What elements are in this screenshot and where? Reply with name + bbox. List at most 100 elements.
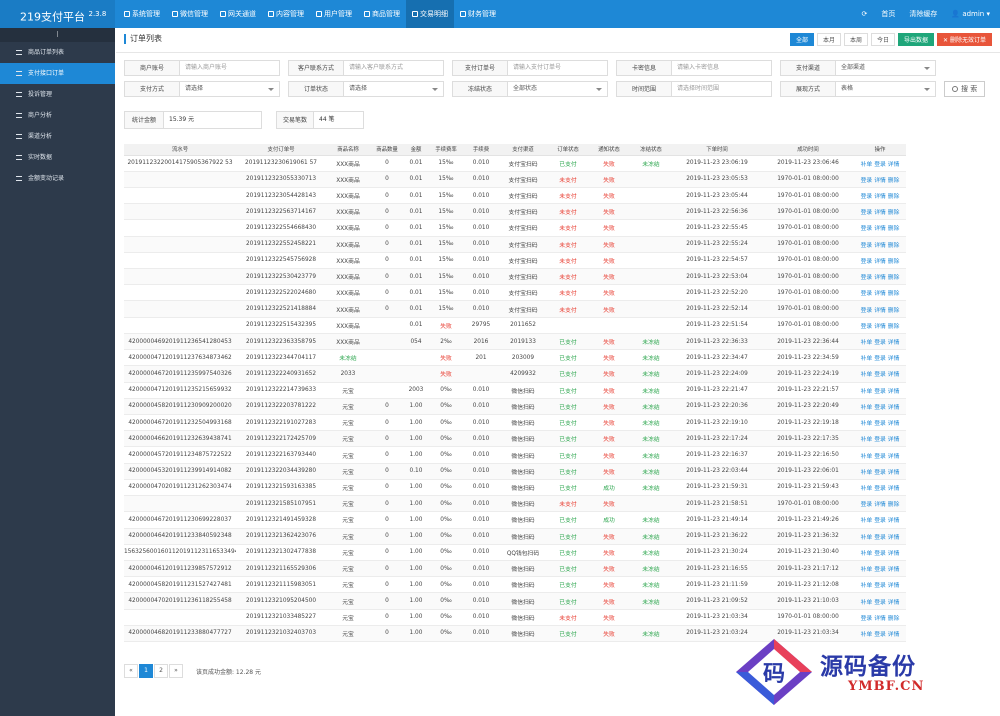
table-row[interactable]: 4200000467201911232504993168 201911232219… [124,414,992,432]
export-button[interactable]: 导出数据 [898,33,935,46]
row-action-link[interactable]: 补单 [860,534,873,541]
sidebar-collapse-toggle[interactable]: ⁝ [0,28,115,42]
row-action-link[interactable]: 登录 [874,631,886,638]
row-action-link[interactable]: 补单 [860,599,873,606]
row-action-link[interactable]: 登录 [860,307,873,314]
row-action-link[interactable]: 登录 [874,404,886,411]
row-action-link[interactable]: 删除 [887,323,900,330]
row-action-link[interactable]: 登录 [874,453,886,460]
table-row[interactable]: 4200000470201911231262303474 201911232159… [124,479,992,497]
row-action-link[interactable]: 详情 [874,615,886,622]
row-action-link[interactable]: 补单 [860,550,873,557]
table-row[interactable]: 2019112322521418884 XXX商品 0 0.01 15‰ 0.010 支付宝… [124,300,992,318]
row-action-link[interactable]: 登录 [874,388,886,395]
display-select[interactable]: 表格 [836,81,936,97]
row-action-link[interactable]: 删除 [887,210,900,217]
row-action-link[interactable]: 详情 [887,437,900,444]
topnav-users[interactable]: 用户管理 [310,0,358,28]
clear-cache-link[interactable]: 清除缓存 [909,10,938,18]
table-row[interactable]: 2019112322554668430 XXX商品 0 0.01 15‰ 0.010 支付宝… [124,219,992,237]
row-action-link[interactable]: 登录 [860,242,873,249]
row-action-link[interactable]: 删除 [887,226,900,233]
table-row[interactable]: 2019112322545756928 XXX商品 0 0.01 15‰ 0.010 支付宝… [124,252,992,270]
status-select[interactable]: 请选择 [344,81,444,97]
row-action-link[interactable]: 补单 [860,421,873,428]
row-action-link[interactable]: 详情 [887,631,900,638]
table-row[interactable]: 4200000464201911233840592348 201911232136… [124,528,992,545]
row-action-link[interactable]: 删除 [887,258,900,265]
row-action-link[interactable]: 详情 [887,583,900,590]
row-action-link[interactable]: 登录 [860,615,873,622]
row-action-link[interactable]: 补单 [860,567,873,574]
row-action-link[interactable]: 详情 [887,534,900,541]
row-action-link[interactable]: 登录 [874,161,886,168]
row-action-link[interactable]: 登录 [874,550,886,557]
table-row[interactable]: 20191123220014175905367922 53 20191123230… [124,155,992,172]
channel-select[interactable]: 全部渠道 [836,60,936,76]
table-row[interactable]: 4200000461201911239857572912 201911232116… [124,560,992,578]
contact-input[interactable]: 请输入客户联系方式 [344,60,444,76]
method-select[interactable]: 请选择 [180,81,280,97]
row-action-link[interactable]: 补单 [860,372,873,379]
row-action-link[interactable]: 补单 [860,453,873,460]
row-action-link[interactable]: 补单 [860,356,873,363]
sidebar-item-channel-analysis[interactable]: 渠道分析 [0,126,115,147]
table-row[interactable]: 4200000457201911234875722522 201911232216… [124,446,992,464]
table-row[interactable]: 4200000458201911230909200020 201911232220… [124,398,992,416]
row-action-link[interactable]: 详情 [874,210,886,217]
row-action-link[interactable]: 登录 [874,372,886,379]
row-action-link[interactable]: 补单 [860,340,873,347]
row-action-link[interactable]: 删除 [887,502,900,509]
range-week-button[interactable]: 本周 [844,33,869,46]
row-action-link[interactable]: 详情 [874,323,886,330]
row-action-link[interactable]: 登录 [874,469,886,476]
row-action-link[interactable]: 登录 [874,421,886,428]
topnav-finance[interactable]: 财务管理 [454,0,502,28]
table-row[interactable]: 4200000467201911230699228037 201911232149… [124,511,992,529]
row-action-link[interactable]: 详情 [887,485,900,492]
row-action-link[interactable]: 详情 [874,177,886,184]
row-action-link[interactable]: 登录 [860,258,873,265]
order-no-input[interactable]: 请输入支付订单号 [508,60,608,76]
table-row[interactable]: 2019112321033485227 元宝 0 1.00 0‰ 0.010 微信扫码 未支付… [124,609,992,626]
table-row[interactable]: 4200000471201911235215659932 201911232221… [124,382,992,399]
row-action-link[interactable]: 补单 [860,404,873,411]
table-row[interactable]: 2019112322530423779 XXX商品 0 0.01 15‰ 0.010 支付宝… [124,268,992,286]
row-action-link[interactable]: 详情 [887,388,900,395]
topnav-transactions[interactable]: 交易明细 [406,0,454,28]
row-action-link[interactable]: 登录 [860,275,873,282]
merchant-input[interactable]: 请输入商户账号 [180,60,280,76]
table-row[interactable]: 4200000466201911232639438741 201911232217… [124,430,992,448]
row-action-link[interactable]: 登录 [860,226,873,233]
sidebar-item-complaints[interactable]: 投诉管理 [0,84,115,105]
topnav-gateway[interactable]: 网关通道 [214,0,262,28]
row-action-link[interactable]: 删除 [887,242,900,249]
row-action-link[interactable]: 补单 [860,518,873,525]
table-row[interactable]: 4200000453201911239914914082 201911232203… [124,463,992,480]
table-row[interactable]: 2019112323055330713 XXX商品 0 0.01 15‰ 0.010 支付宝… [124,171,992,188]
row-action-link[interactable]: 详情 [887,421,900,428]
table-row[interactable]: 4200000471201911237634873462 201911232234… [124,349,992,367]
table-row[interactable]: 2019112322552458221 XXX商品 0 0.01 15‰ 0.010 支付宝… [124,236,992,253]
row-action-link[interactable]: 登录 [874,437,886,444]
search-button[interactable]: 搜 索 [944,81,986,97]
row-action-link[interactable]: 补单 [860,469,873,476]
table-row[interactable]: 2019112322522024680 XXX商品 0 0.01 15‰ 0.010 支付宝… [124,284,992,302]
row-action-link[interactable]: 详情 [887,453,900,460]
row-action-link[interactable]: 登录 [860,291,873,298]
row-action-link[interactable]: 登录 [874,485,886,492]
row-action-link[interactable]: 登录 [860,194,873,201]
row-action-link[interactable]: 详情 [874,275,886,282]
row-action-link[interactable]: 详情 [874,258,886,265]
range-all-button[interactable]: 全部 [789,33,814,46]
page-2-button[interactable]: 2 [154,664,168,678]
home-link[interactable]: 首页 [881,10,896,18]
row-action-link[interactable]: 详情 [874,502,886,509]
user-menu[interactable]: 👤 admin ▾ [951,10,990,18]
row-action-link[interactable]: 删除 [887,291,900,298]
row-action-link[interactable]: 登录 [874,534,886,541]
row-action-link[interactable]: 详情 [887,567,900,574]
row-action-link[interactable]: 详情 [887,161,900,168]
row-action-link[interactable]: 登录 [874,567,886,574]
prev-page-button[interactable]: « [124,664,138,678]
